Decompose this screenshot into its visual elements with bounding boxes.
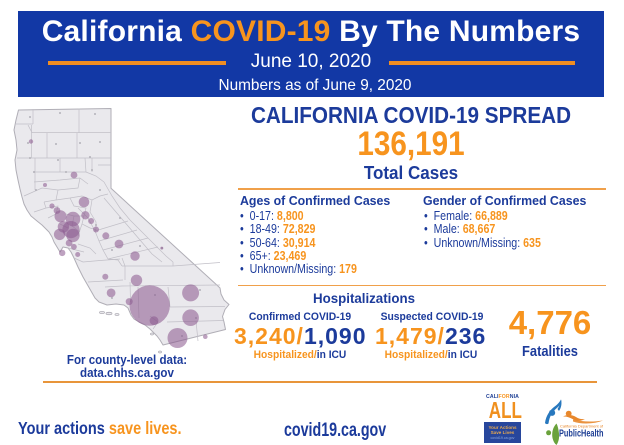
svg-text:California Department of: California Department of bbox=[560, 425, 603, 429]
svg-text:PublicHealth: PublicHealth bbox=[559, 429, 604, 440]
